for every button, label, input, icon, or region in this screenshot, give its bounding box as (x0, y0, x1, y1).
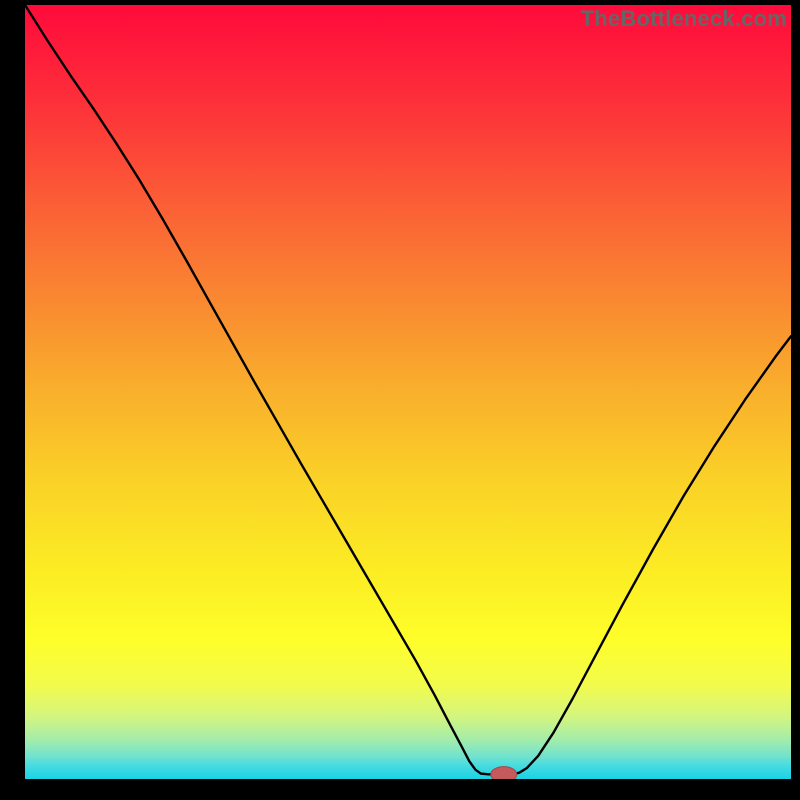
watermark-text: TheBottleneck.com (581, 6, 787, 32)
chart-plot-area (25, 5, 791, 779)
chart-svg (25, 5, 791, 779)
